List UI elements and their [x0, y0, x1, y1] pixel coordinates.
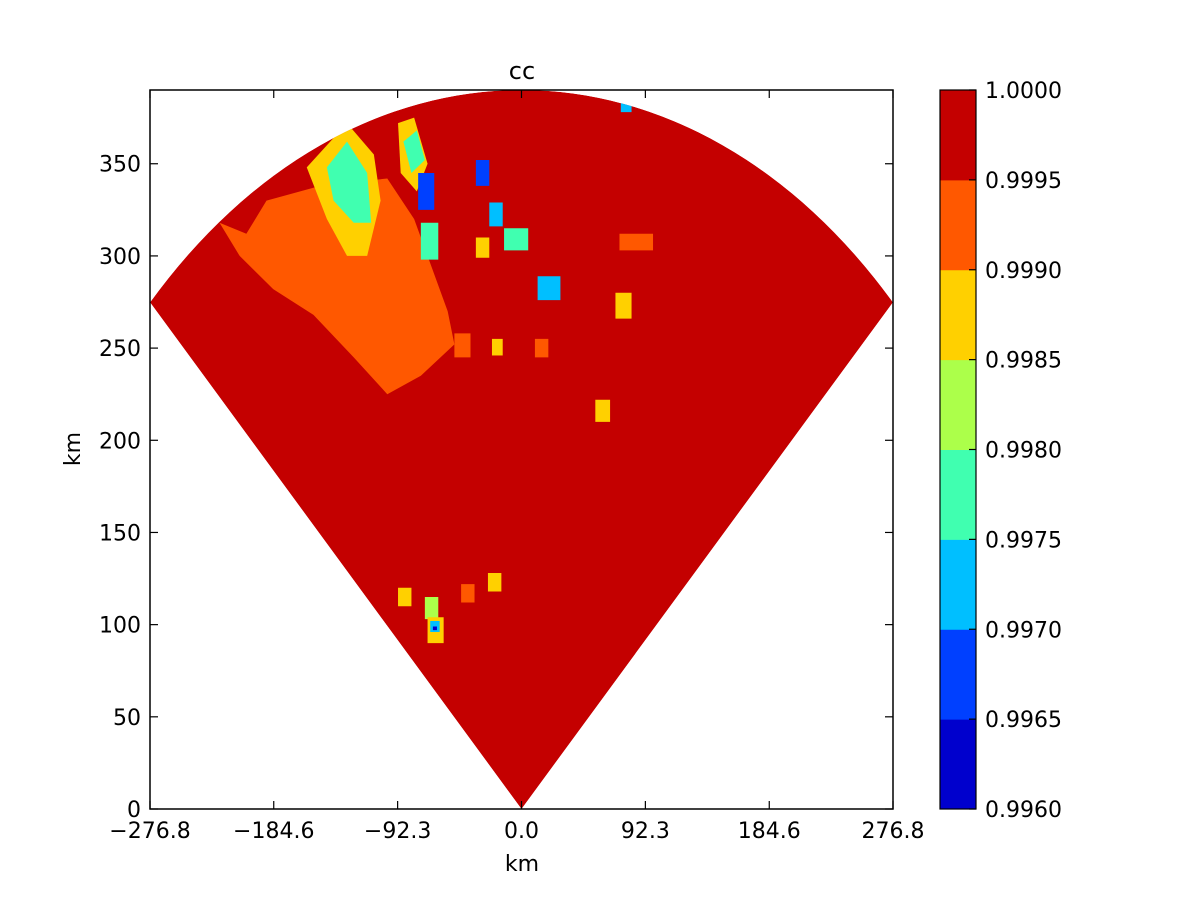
y-tick-label: 250 [99, 337, 141, 362]
x-tick-label: 0.0 [504, 819, 539, 844]
colorbar-tick-label: 0.9965 [985, 708, 1062, 733]
y-tick-label: 100 [99, 614, 141, 639]
colorbar-tick-label: 0.9975 [985, 528, 1062, 553]
colorbar-tick-label: 0.9980 [985, 439, 1062, 464]
colorbar-tick-label: 0.9985 [985, 349, 1062, 374]
colorbar-tick-label: 0.9960 [985, 798, 1062, 823]
x-tick-label: −184.6 [233, 819, 314, 844]
field-region [475, 237, 490, 258]
field-region [219, 178, 455, 395]
field-region [537, 276, 561, 301]
x-tick-label: −92.3 [364, 819, 431, 844]
colorbar: 0.9960 0.9965 0.9970 0.9975 0.9980 0.9985 0.99… [939, 79, 1062, 823]
colorbar-tick-label: 0.9990 [985, 259, 1062, 284]
colorbar-tick-label: 1.0000 [985, 79, 1062, 104]
colorbar-segment [940, 179, 976, 271]
chart-title: cc [509, 57, 535, 85]
field-region [420, 222, 439, 260]
field-region [418, 172, 435, 210]
colorbar-tick-label: 0.9995 [985, 169, 1062, 194]
field-region [403, 130, 425, 173]
field-region [487, 573, 502, 592]
colorbar-segment [940, 449, 976, 540]
colorbar-segment [940, 539, 976, 630]
field-region [424, 596, 439, 620]
x-tick-label: 276.8 [862, 819, 925, 844]
field-region [615, 292, 632, 319]
y-tick-label: 150 [99, 521, 141, 546]
field-region [461, 584, 475, 603]
x-tick-label: 92.3 [621, 819, 670, 844]
field-region [595, 399, 611, 422]
x-axis-label: km [505, 852, 539, 877]
field-region [489, 202, 503, 227]
field-region [475, 160, 490, 186]
colorbar-segment [940, 359, 976, 450]
field-region [491, 338, 503, 356]
colorbar-segment [940, 90, 976, 181]
field-region [454, 333, 471, 358]
field-region [326, 141, 372, 223]
plot-area [149, 89, 894, 810]
y-tick-label: 300 [99, 245, 141, 270]
y-tick-label: 350 [99, 153, 141, 178]
field-region [432, 626, 437, 631]
x-tick-label: 184.6 [738, 819, 801, 844]
field-region [504, 228, 529, 251]
y-tick-label: 200 [99, 429, 141, 454]
field-region [534, 338, 549, 358]
x-tick-label: −276.8 [109, 819, 190, 844]
sector-field [150, 89, 893, 809]
colorbar-segment [940, 269, 976, 361]
y-axis: 0 50 100 150 200 250 300 350 [99, 153, 893, 823]
colorbar-tick-label: 0.9970 [985, 618, 1062, 643]
field-region [398, 587, 412, 607]
y-tick-label: 0 [127, 798, 141, 823]
colorbar-segment [940, 629, 976, 720]
y-axis-label: km [61, 432, 86, 466]
field-region [619, 233, 654, 251]
y-tick-label: 50 [113, 706, 141, 731]
x-axis: −276.8 −184.6 −92.3 0.0 92.3 184.6 276.8 [109, 90, 924, 844]
colorbar-segment [940, 719, 976, 810]
